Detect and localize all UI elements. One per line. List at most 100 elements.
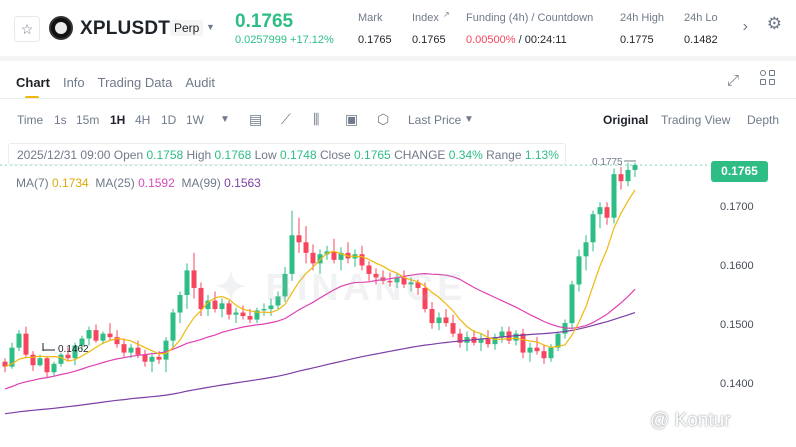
time-label: Time [17, 113, 44, 127]
change-value: 0.34% [448, 148, 483, 162]
settings-hex-icon[interactable]: ⬡ [377, 111, 390, 127]
index-info-icon[interactable]: ↗ [443, 10, 450, 19]
candle-body [359, 254, 365, 266]
candle-body [149, 356, 155, 362]
candle-body [282, 273, 288, 297]
candle-body [527, 347, 533, 353]
candle-body [275, 296, 281, 306]
layout-grid-icon[interactable] [760, 70, 776, 86]
candle-body [338, 252, 344, 260]
gear-icon[interactable]: ⚙ [766, 14, 782, 33]
candle-body [128, 347, 134, 353]
candle-body [79, 338, 85, 346]
candle-body [268, 305, 274, 310]
view-original[interactable]: Original [603, 113, 649, 127]
candle-body [443, 317, 449, 324]
chevron-down-icon[interactable]: ▼ [206, 22, 215, 32]
candle-body [296, 235, 302, 243]
candle-body [205, 300, 211, 310]
interval-1d[interactable]: 1D [161, 113, 177, 127]
candle-body [541, 351, 547, 359]
candle-body [604, 207, 610, 218]
interval-4h[interactable]: 4H [135, 113, 151, 127]
ma7-value: 0.1734 [52, 176, 89, 190]
chevron-down-icon[interactable]: ▼ [464, 114, 474, 125]
candle-body [618, 174, 624, 182]
candle-body [72, 345, 78, 359]
header-fade [726, 0, 796, 56]
ohlc-info-box: 2025/12/31 09:00 Open 0.1758 High 0.1768… [8, 143, 566, 165]
funding-label: Funding (4h) / Countdown [466, 12, 594, 24]
panel-tabs: Chart Info Trading Data Audit [16, 75, 228, 99]
interval-1s[interactable]: 1s [54, 113, 67, 127]
calendar-icon[interactable]: ▤ [249, 111, 263, 127]
candle-body [65, 354, 71, 359]
high-marker-label: 0.1775 [592, 157, 623, 168]
candle-body [58, 354, 64, 364]
interval-1h[interactable]: 1H [110, 113, 126, 127]
interval-dropdown-icon[interactable]: ▼ [220, 114, 230, 125]
price-change: 0.0257999 +17.12% [235, 34, 334, 46]
chevron-right-icon[interactable]: › [742, 18, 748, 35]
expand-icon[interactable]: ⤢ [727, 72, 740, 89]
tab-audit[interactable]: Audit [185, 75, 215, 90]
candle-body [240, 312, 246, 317]
candlestick-chart[interactable] [0, 141, 796, 447]
candle-body [219, 303, 225, 310]
ma7-line [4, 189, 636, 368]
candle-body [254, 310, 260, 320]
star-icon[interactable]: ☆ [14, 16, 40, 42]
mark-value: 0.1765 [358, 34, 392, 46]
funding-value: 0.00500% / 00:24:11 [466, 34, 567, 46]
mark-label: Mark [358, 12, 383, 24]
candle-body [121, 344, 127, 353]
y-tick-3: 0.1400 [720, 378, 754, 390]
candle-body [394, 277, 400, 283]
indicator-icon[interactable]: ⟋ [281, 111, 291, 127]
index-label[interactable]: Index [412, 12, 439, 24]
candle-body [436, 317, 442, 324]
exchange-watermark-logo: ✦ BINANCE [215, 267, 467, 309]
candle-body [184, 270, 190, 295]
tab-info[interactable]: Info [62, 75, 85, 90]
price-type-select[interactable]: Last Price [408, 113, 462, 127]
interval-15m[interactable]: 15m [76, 113, 100, 127]
candle-body [86, 330, 92, 339]
candle-body [170, 312, 176, 341]
chart-type-icon[interactable]: ⫼ [313, 111, 320, 127]
candle-body [226, 303, 232, 315]
high-24h-value: 0.1775 [620, 34, 654, 46]
candle-body [590, 214, 596, 243]
view-trading-view[interactable]: Trading View [661, 113, 731, 127]
candle-body [2, 361, 8, 367]
ma99-value: 0.1563 [224, 176, 261, 190]
y-tick-0: 0.1700 [720, 201, 754, 213]
open-value: 0.1758 [146, 148, 184, 162]
candle-body [576, 256, 582, 285]
tab-trading-data[interactable]: Trading Data [97, 75, 173, 90]
tab-chart[interactable]: Chart [16, 75, 50, 99]
contract-type-badge[interactable]: Perp [170, 20, 204, 36]
range-label: Range [486, 148, 522, 162]
view-depth[interactable]: Depth [747, 113, 780, 127]
candle-body [485, 338, 491, 345]
ohlc-date: 2025/12/31 09:00 [17, 148, 111, 162]
candle-body [198, 287, 204, 310]
candle-body [100, 333, 106, 341]
candle-body [191, 270, 197, 288]
candle-body [429, 309, 435, 324]
chart-panel: Chart Info Trading Data Audit ⤢ Time 1s … [0, 61, 796, 447]
high-value: 0.1768 [214, 148, 252, 162]
ma99-label: MA(99) [181, 176, 221, 190]
candle-body [331, 251, 337, 260]
candle-body [51, 363, 57, 373]
moving-averages-layer [0, 164, 710, 415]
candle-body [114, 337, 120, 345]
candle-body [23, 333, 29, 355]
candle-body [233, 312, 239, 315]
candle-body [310, 252, 316, 264]
symbol-name[interactable]: XPLUSDT [80, 18, 171, 39]
interval-1w[interactable]: 1W [186, 113, 204, 127]
candle-body [632, 165, 638, 170]
drawing-tools-icon[interactable]: ▣ [345, 111, 359, 127]
